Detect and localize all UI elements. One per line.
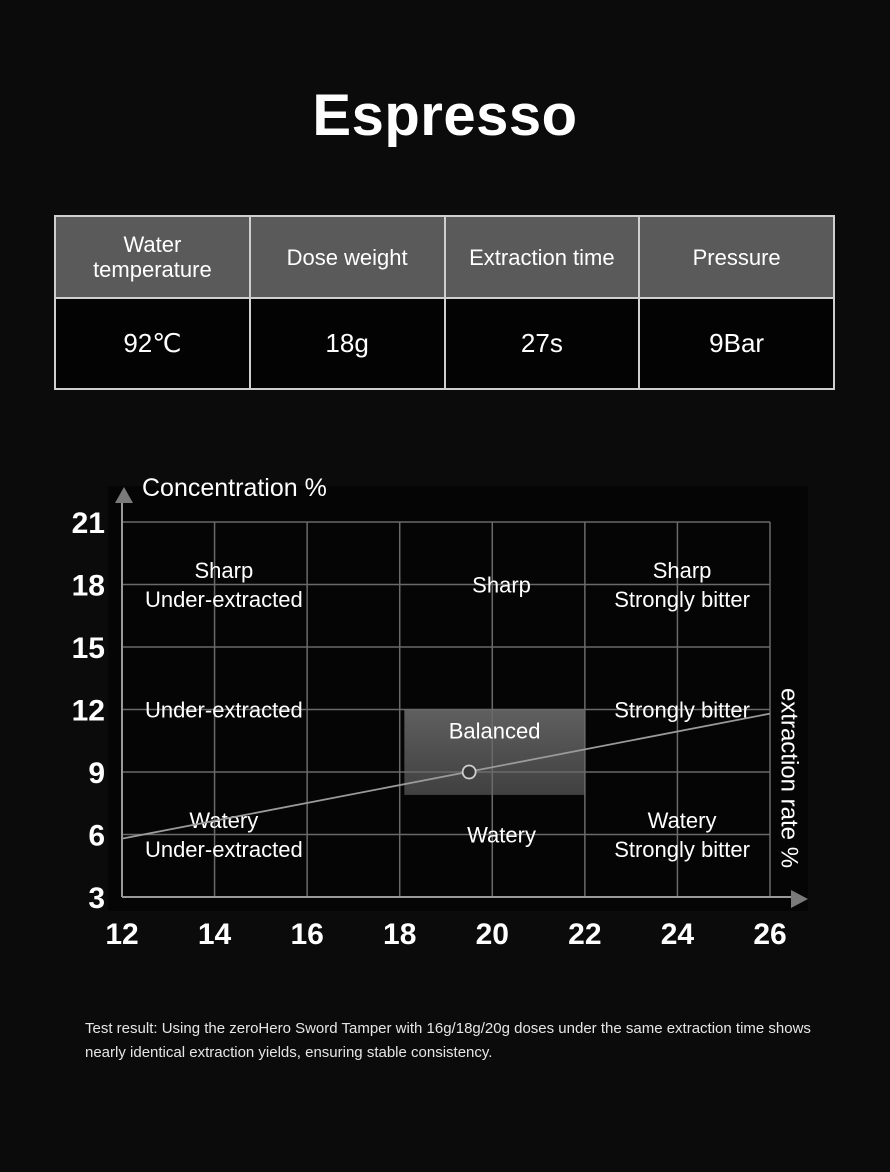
x-tick-label: 12 <box>105 918 138 951</box>
x-tick-label: 16 <box>290 918 323 951</box>
region-label: Sharp Under-extracted <box>145 558 303 612</box>
x-tick-label: 20 <box>476 918 509 951</box>
region-label: Sharp <box>472 573 531 598</box>
parameter-value-row: 92℃ 18g 27s 9Bar <box>54 297 835 390</box>
value-dose-weight: 18g <box>248 297 446 390</box>
y-axis-arrow <box>115 487 133 503</box>
y-tick-label: 3 <box>88 882 105 915</box>
value-water-temperature: 92℃ <box>54 297 251 390</box>
x-tick-label: 26 <box>753 918 786 951</box>
y-tick-label: 15 <box>72 632 105 665</box>
header-water-temperature: Water temperature <box>54 215 251 299</box>
y-axis-label: Concentration % <box>142 474 327 502</box>
y-tick-label: 18 <box>72 570 105 603</box>
value-extraction-time: 27s <box>443 297 641 390</box>
balanced-zone <box>404 709 585 795</box>
y-tick-label: 12 <box>72 695 105 728</box>
value-pressure: 9Bar <box>638 297 835 390</box>
header-extraction-time: Extraction time <box>443 215 641 299</box>
x-tick-label: 22 <box>568 918 601 951</box>
data-point <box>461 764 477 780</box>
header-pressure: Pressure <box>638 215 835 299</box>
region-label: Strongly bitter <box>614 698 750 723</box>
x-axis-arrow <box>791 890 808 908</box>
parameter-table: Water temperature Dose weight Extraction … <box>54 215 835 390</box>
page-title: Espresso <box>312 83 578 148</box>
region-label: Watery Under-extracted <box>145 808 303 862</box>
x-tick-label: 18 <box>383 918 416 951</box>
region-label: Sharp Strongly bitter <box>614 558 750 612</box>
region-label: Under-extracted <box>145 698 303 723</box>
region-label: Watery Strongly bitter <box>614 808 750 862</box>
y-tick-label: 6 <box>88 820 105 853</box>
header-dose-weight: Dose weight <box>248 215 446 299</box>
test-result-note: Test result: Using the zeroHero Sword Ta… <box>85 1020 811 1061</box>
region-label: Watery <box>467 823 536 848</box>
trend-line <box>121 712 771 840</box>
extraction-chart: Concentration % extraction rate % 3 6 9 12 15 1… <box>72 474 808 951</box>
plot-background <box>108 486 808 911</box>
balanced-zone-label: Balanced <box>449 719 541 744</box>
x-axis-label: extraction rate % <box>776 688 803 868</box>
y-tick-label: 21 <box>72 507 105 540</box>
x-tick-label: 14 <box>198 918 232 951</box>
x-tick-label: 24 <box>661 918 695 951</box>
parameter-header-row: Water temperature Dose weight Extraction … <box>54 215 835 299</box>
y-tick-label: 9 <box>88 757 105 790</box>
